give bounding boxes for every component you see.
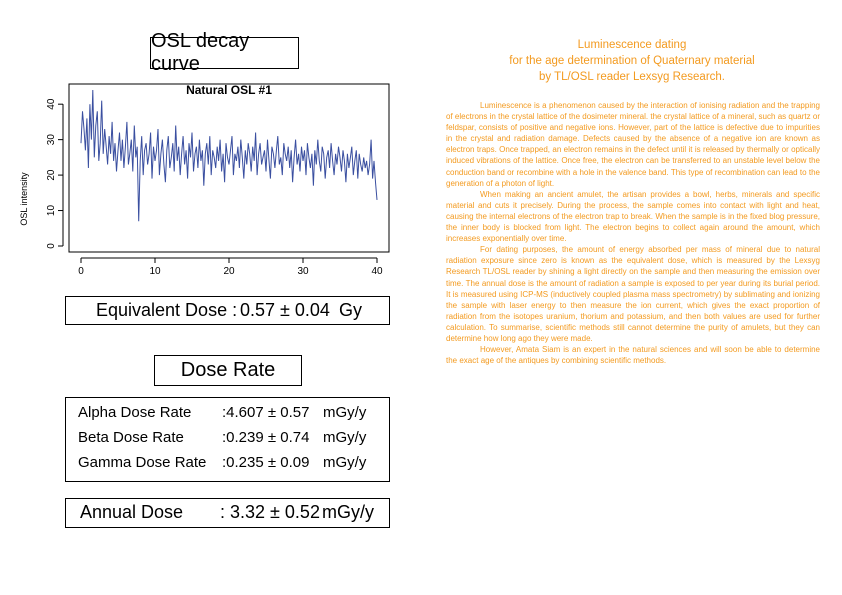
dose-rate-unit: mGy/y [323,429,367,446]
annual-dose-box: Annual Dose : 3.32 ± 0.52 mGy/y [65,498,390,528]
axes: 0 10 20 30 40 0 10 20 30 40 [46,98,383,277]
osl-series-line [80,89,378,222]
y-tick-label: 30 [46,134,57,146]
dose-rate-row-gamma: Gamma Dose Rate :0.235 ± 0.09 mGy/y [66,454,389,478]
x-tick-label: 0 [78,266,84,277]
dose-rate-value: :0.235 ± 0.09 [222,454,310,471]
y-axis-label: OSL intensity [19,172,29,226]
article-paragraph: However, Amata Siam is an expert in the … [446,345,820,366]
osl-decay-chart: Natural OSL #1 OSL intensity 0 10 20 30 40 0 1… [19,83,390,277]
equivalent-dose-value: 0.57 ± 0.04 [240,300,330,320]
equivalent-dose-box: Equivalent Dose : 0.57 ± 0.04 Gy [65,296,390,325]
article-paragraph: For dating purposes, the amount of energ… [446,245,820,343]
x-tick-label: 10 [149,266,161,277]
annual-dose-label: Annual Dose [80,502,184,522]
annual-dose-unit: mGy/y [322,502,374,522]
y-tick-label: 0 [46,243,57,249]
chart-title: Natural OSL #1 [186,83,272,97]
dose-rate-title-box: Dose Rate [154,355,302,386]
article-title: Luminescence dating for the age determin… [470,37,794,85]
x-tick-label: 20 [223,266,235,277]
dose-rate-unit: mGy/y [323,404,367,421]
dose-rate-title: Dose Rate [180,359,276,381]
plot-frame [68,83,390,253]
osl-title: OSL decay curve [151,30,250,75]
dose-rate-label: Alpha Dose Rate [78,404,192,421]
article-title-line: for the age determination of Quaternary … [509,55,755,67]
equivalent-dose-label: Equivalent Dose : [96,300,238,320]
dose-rates-box: Alpha Dose Rate :4.607 ± 0.57 mGy/y Beta… [65,397,390,482]
dose-rate-label: Beta Dose Rate [78,429,184,446]
y-tick-label: 20 [46,169,57,181]
x-tick-label: 40 [371,266,383,277]
y-tick-label: 10 [46,205,57,217]
osl-title-box: OSL decay curve [150,30,299,75]
dose-rate-value: :4.607 ± 0.57 [222,404,310,421]
article-paragraph: When making an ancient amulet, the artis… [446,189,820,244]
dose-rate-unit: mGy/y [323,454,367,471]
article-body: Luminescence is a phenomenon caused by t… [446,100,820,366]
equivalent-dose-unit: Gy [339,300,363,320]
x-tick-label: 30 [297,266,309,277]
y-tick-label: 40 [46,98,57,110]
dose-rate-label: Gamma Dose Rate [78,454,207,471]
annual-dose-value: : 3.32 ± 0.52 [220,502,320,522]
dose-rate-row-alpha: Alpha Dose Rate :4.607 ± 0.57 mGy/y [66,404,389,428]
article-paragraph: Luminescence is a phenomenon caused by t… [446,101,820,188]
dose-rate-value: :0.239 ± 0.74 [222,429,310,446]
article-title-line: by TL/OSL reader Lexsyg Research. [538,71,725,83]
dose-rate-row-beta: Beta Dose Rate :0.239 ± 0.74 mGy/y [66,429,389,453]
article-title-line: Luminescence dating [577,39,687,51]
